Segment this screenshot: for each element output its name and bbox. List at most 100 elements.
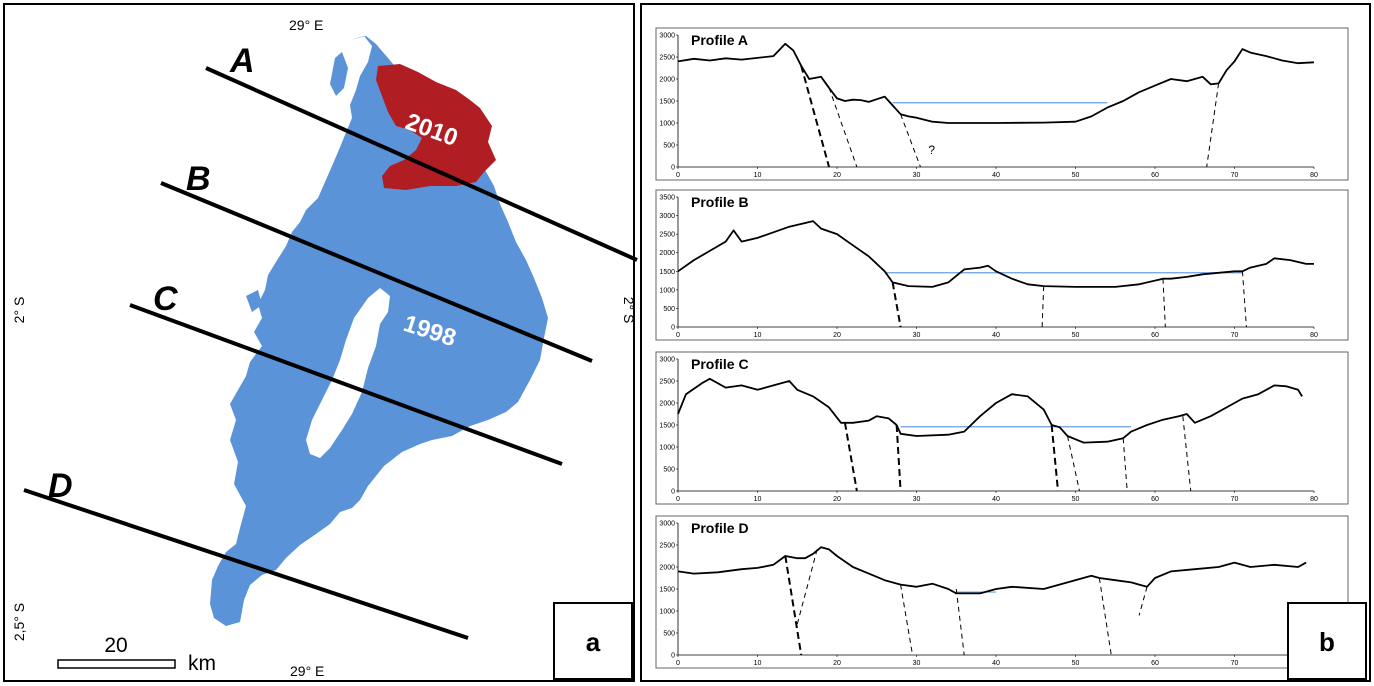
map-panel: A B C D 2010 1998 29° E 29° E 2° S 2° S …: [3, 3, 638, 682]
latitude-right-mid: 2° S: [621, 297, 637, 324]
y-tick-label: 2000: [659, 565, 675, 572]
profile-chart-frame: [655, 189, 1349, 341]
profile-letter-a: A: [229, 42, 255, 80]
fault-line: [1162, 278, 1166, 328]
fault-line: [1182, 416, 1192, 492]
y-tick-label: 1000: [659, 287, 675, 294]
elevation-line: [677, 220, 1314, 288]
y-tick-label: 0: [671, 653, 675, 660]
y-tick-label: 500: [663, 143, 675, 150]
profile-chart: 0 500 1000 1500 2000 2500 3000 3500 0 10 20 30 40 50 6…: [655, 189, 1349, 341]
fault-line: [1098, 577, 1112, 656]
y-tick-label: 2000: [659, 77, 675, 84]
fault-line: [828, 87, 858, 168]
latitude-left-mid: 2° S: [11, 297, 27, 324]
panel-b-label: b: [1319, 627, 1335, 657]
y-tick-label: 3000: [659, 213, 675, 220]
fault-line: [800, 65, 831, 168]
x-tick-label: 60: [1151, 332, 1159, 339]
profile-lines: [23, 66, 638, 640]
x-tick-label: 60: [1151, 172, 1159, 179]
x-tick-label: 50: [1072, 496, 1080, 503]
y-tick-label: 1000: [659, 121, 675, 128]
y-tick-label: 1500: [659, 587, 675, 594]
y-tick-label: 1500: [659, 423, 675, 430]
x-tick-label: 70: [1231, 660, 1239, 667]
y-tick-label: 3000: [659, 521, 675, 528]
scale-bar-box: [57, 659, 176, 669]
x-tick-label: 40: [992, 332, 1000, 339]
y-tick-label: 0: [671, 325, 675, 332]
y-tick-label: 3000: [659, 33, 675, 40]
x-tick-label: 0: [676, 172, 680, 179]
elevation-line: [677, 42, 1315, 124]
profile-letter-c: C: [153, 280, 178, 318]
x-tick-label: 40: [992, 660, 1000, 667]
y-tick-label: 500: [663, 306, 675, 313]
profile-line-b: [160, 181, 593, 363]
fault-line: [955, 588, 965, 656]
fault-line: [1050, 424, 1060, 492]
x-tick-label: 80: [1310, 496, 1318, 503]
scale-value: 20: [104, 634, 127, 657]
y-tick-label: 1500: [659, 99, 675, 106]
profile-title: Profile C: [691, 356, 749, 372]
fault-line: [1138, 586, 1148, 616]
profile-letter-d: D: [48, 467, 73, 505]
x-tick-label: 30: [913, 332, 921, 339]
profile-title: Profile A: [691, 32, 748, 48]
x-tick-label: 70: [1231, 496, 1239, 503]
profile-line-d: [23, 488, 469, 640]
scale-unit: km: [188, 652, 216, 675]
x-tick-label: 10: [754, 332, 762, 339]
elevation-line: [677, 377, 1303, 444]
x-tick-label: 10: [754, 660, 762, 667]
y-tick-label: 2500: [659, 232, 675, 239]
y-tick-label: 2000: [659, 250, 675, 257]
x-tick-label: 50: [1072, 332, 1080, 339]
longitude-top: 29° E: [289, 17, 323, 33]
y-tick-label: 0: [671, 489, 675, 496]
x-tick-label: 70: [1231, 172, 1239, 179]
y-tick-label: 500: [663, 467, 675, 474]
profile-title: Profile D: [691, 520, 749, 536]
x-tick-label: 0: [676, 496, 680, 503]
latitude-left-bottom: 2,5° S: [11, 603, 27, 641]
x-tick-label: 40: [992, 496, 1000, 503]
x-tick-label: 60: [1151, 496, 1159, 503]
y-tick-label: 1000: [659, 445, 675, 452]
profile-line-a: [205, 66, 638, 262]
x-tick-label: 20: [833, 660, 841, 667]
fault-line: [900, 114, 921, 168]
longitude-bottom: 29° E: [290, 663, 324, 679]
profile-title: Profile B: [691, 194, 749, 210]
x-tick-label: 80: [1310, 332, 1318, 339]
profile-chart-frame: [655, 27, 1349, 181]
y-tick-label: 2000: [659, 401, 675, 408]
profile-letter-b: B: [186, 160, 211, 198]
x-tick-label: 70: [1231, 332, 1239, 339]
y-tick-label: 500: [663, 631, 675, 638]
panel-a-label-box: [553, 602, 633, 680]
island: [306, 288, 390, 458]
panel-b-label-box: [1287, 602, 1367, 680]
x-tick-label: 10: [754, 172, 762, 179]
x-tick-label: 30: [913, 172, 921, 179]
x-tick-label: 20: [833, 332, 841, 339]
fault-line: [1067, 435, 1080, 492]
y-tick-label: 3000: [659, 357, 675, 364]
x-tick-label: 0: [676, 660, 680, 667]
y-tick-label: 2500: [659, 543, 675, 550]
profile-chart-frame: [655, 351, 1349, 505]
y-tick-label: 2500: [659, 379, 675, 386]
profile-line-c: [129, 303, 563, 466]
fault-line: [1241, 271, 1247, 328]
profile-chart: 0500100015002000250030000102030405060708…: [655, 515, 1349, 669]
x-tick-label: 60: [1151, 660, 1159, 667]
x-tick-label: 80: [1310, 172, 1318, 179]
